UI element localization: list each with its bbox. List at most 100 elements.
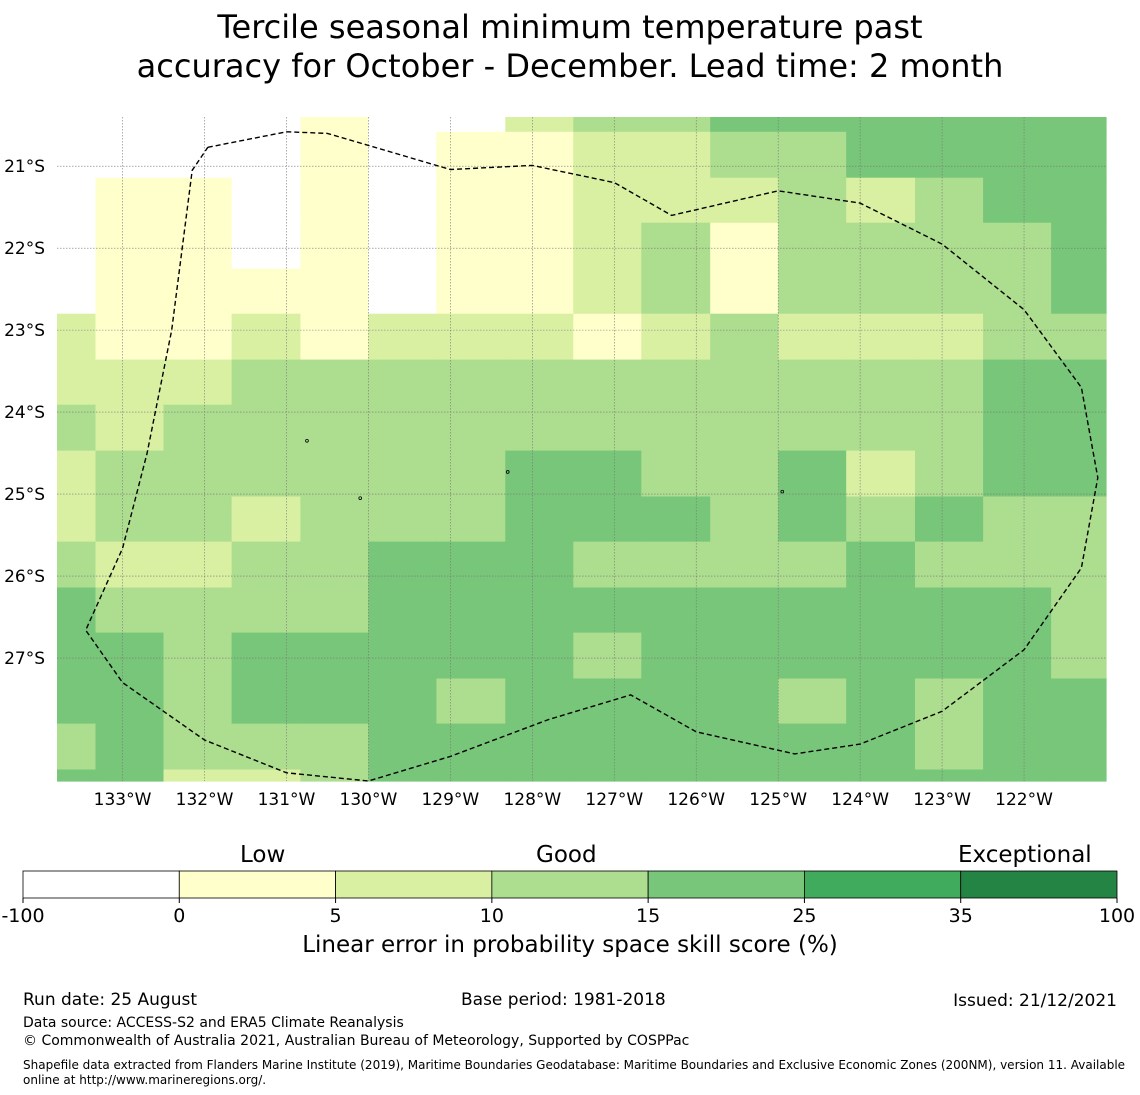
skill-cell xyxy=(1051,359,1107,406)
skill-cell xyxy=(436,496,506,543)
skill-cell xyxy=(573,769,642,782)
lon-tick-label: 122°W xyxy=(995,790,1053,810)
lat-tick-label: 22°S xyxy=(4,239,45,259)
skill-cell xyxy=(573,496,642,543)
skill-cell xyxy=(231,131,301,179)
skill-cell xyxy=(983,632,1052,680)
skill-cell xyxy=(300,723,369,771)
skill-cell xyxy=(846,117,916,133)
skill-cell xyxy=(300,313,369,361)
skill-cell xyxy=(436,359,506,406)
skill-cell xyxy=(163,313,233,361)
skill-cell xyxy=(778,404,847,452)
lat-tick-label: 26°S xyxy=(4,567,45,587)
island-mark xyxy=(780,489,785,494)
skill-cell xyxy=(983,404,1052,452)
skill-cell xyxy=(57,313,97,361)
skill-cell xyxy=(778,496,847,543)
colorbar-swatch xyxy=(647,870,805,899)
lat-tick-label: 21°S xyxy=(4,157,45,177)
skill-cell xyxy=(300,222,369,270)
skill-cell xyxy=(915,177,984,224)
skill-cell xyxy=(846,450,916,498)
skill-cell xyxy=(57,450,97,498)
skill-cell xyxy=(57,359,97,406)
skill-cell xyxy=(95,541,165,589)
skill-cell xyxy=(300,541,369,589)
colorbar-tick-label: -100 xyxy=(1,905,44,927)
skill-cell xyxy=(983,177,1052,224)
colorbar-category-low: Low xyxy=(240,842,286,868)
skill-cell xyxy=(368,587,437,634)
island-mark xyxy=(358,496,363,500)
skill-cell xyxy=(505,313,574,361)
skill-cell xyxy=(641,632,711,680)
skill-cell xyxy=(436,313,506,361)
copyright: © Commonwealth of Australia 2021, Austra… xyxy=(23,1033,690,1049)
lon-tick-label: 132°W xyxy=(176,790,234,810)
skill-cell xyxy=(641,177,711,224)
skill-cell xyxy=(983,313,1052,361)
skill-cell xyxy=(95,313,165,361)
skill-cell xyxy=(163,587,233,634)
skill-cell xyxy=(163,177,233,224)
skill-cell xyxy=(505,131,574,179)
skill-cell xyxy=(778,450,847,498)
skill-cell xyxy=(505,404,574,452)
skill-cell xyxy=(983,450,1052,498)
skill-cell xyxy=(641,131,711,179)
skill-cell xyxy=(300,117,369,133)
skill-cell xyxy=(163,632,233,680)
skill-cell xyxy=(710,678,779,725)
skill-cell xyxy=(573,541,642,589)
skill-cell xyxy=(57,117,97,133)
skill-cell xyxy=(57,404,97,452)
skill-cell xyxy=(915,359,984,406)
skill-cell xyxy=(778,268,847,315)
skill-cell xyxy=(641,496,711,543)
skill-cell xyxy=(505,222,574,270)
skill-cell xyxy=(95,632,165,680)
skill-cell xyxy=(915,131,984,179)
skill-cell xyxy=(436,723,506,771)
skill-cell xyxy=(505,632,574,680)
skill-cell xyxy=(368,450,437,498)
skill-cell xyxy=(641,313,711,361)
skill-cell xyxy=(1051,177,1107,224)
skill-cell xyxy=(95,678,165,725)
skill-cell xyxy=(436,769,506,782)
lon-tick-label: 133°W xyxy=(94,790,152,810)
skill-cell xyxy=(505,587,574,634)
skill-cell xyxy=(436,541,506,589)
skill-cell xyxy=(710,222,779,270)
skill-cell xyxy=(778,359,847,406)
skill-cell xyxy=(573,268,642,315)
skill-cell xyxy=(915,313,984,361)
skill-cell xyxy=(300,678,369,725)
skill-cell xyxy=(95,222,165,270)
lat-tick-label: 24°S xyxy=(4,403,45,423)
skill-cell xyxy=(368,268,437,315)
lon-tick-label: 129°W xyxy=(421,790,479,810)
skill-cell xyxy=(300,769,369,782)
skill-cell xyxy=(846,359,916,406)
skill-cell xyxy=(846,268,916,315)
data-source: Data source: ACCESS-S2 and ERA5 Climate … xyxy=(23,1015,404,1031)
skill-cell xyxy=(915,117,984,133)
colorbar-tick-label: 15 xyxy=(636,905,660,927)
skill-cell xyxy=(300,404,369,452)
skill-cell xyxy=(57,496,97,543)
skill-cell xyxy=(163,723,233,771)
skill-cell xyxy=(778,678,847,725)
skill-cell xyxy=(368,177,437,224)
skill-cell xyxy=(505,359,574,406)
skill-cell xyxy=(573,723,642,771)
skill-cell xyxy=(641,359,711,406)
colorbar-tick-label: 25 xyxy=(792,905,816,927)
colorbar-tick-label: 35 xyxy=(949,905,973,927)
skill-cell xyxy=(1051,541,1107,589)
skill-cell xyxy=(163,131,233,179)
skill-cell xyxy=(300,496,369,543)
skill-cell xyxy=(983,541,1052,589)
skill-cell xyxy=(231,313,301,361)
